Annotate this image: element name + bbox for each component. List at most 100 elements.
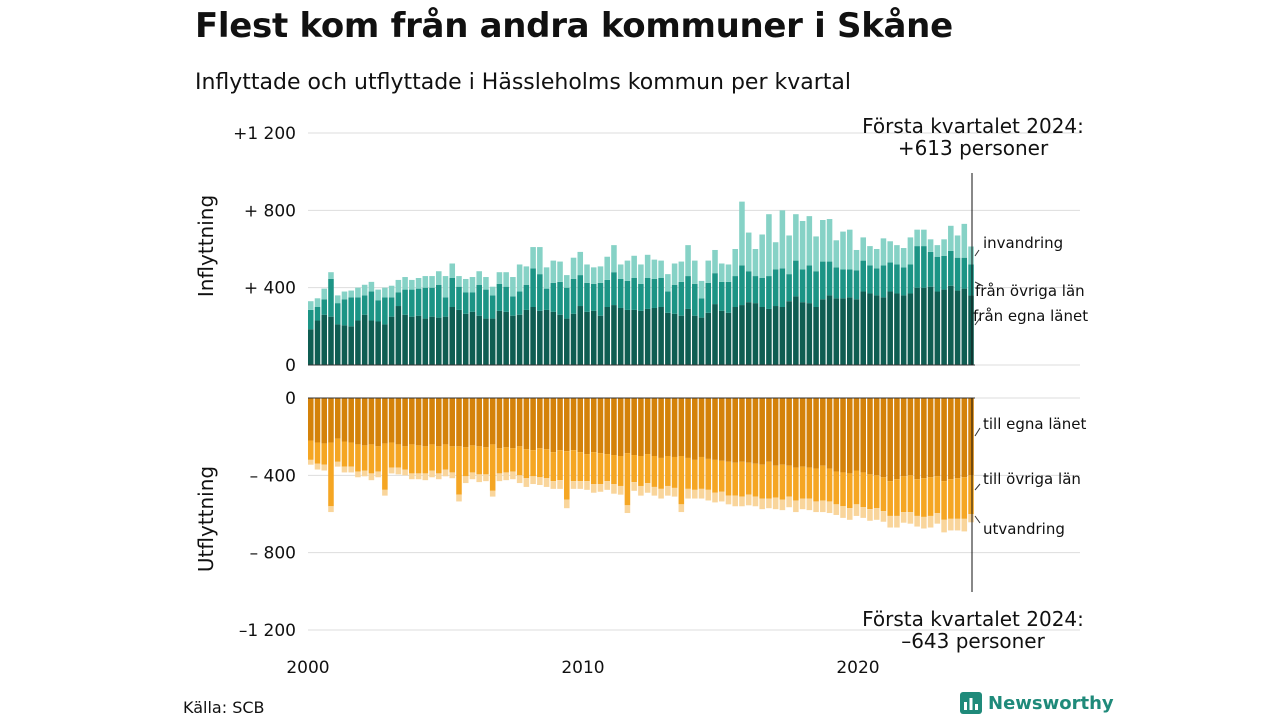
grid-lines — [308, 132, 1080, 631]
x-tick-label: 2010 — [561, 658, 604, 678]
bar-från-egna-länet — [611, 305, 617, 365]
bar-från-egna-länet — [564, 318, 570, 365]
bar-från-egna-länet — [308, 329, 314, 365]
bar-till-egna-länet — [739, 398, 745, 462]
series-label: invandring — [983, 234, 1063, 252]
bar-från-egna-länet — [820, 299, 826, 365]
bar-till-övriga-län — [927, 477, 934, 516]
bar-från-övriga-län — [530, 268, 536, 307]
bar-utvandring — [334, 461, 341, 467]
bar-till-övriga-län — [617, 456, 624, 486]
bar-från-egna-länet — [382, 324, 388, 365]
bar-till-övriga-län — [685, 457, 691, 489]
bar-utvandring — [833, 504, 840, 515]
bar-till-övriga-län — [348, 442, 354, 467]
bar-från-övriga-län — [456, 286, 462, 310]
bar-från-egna-länet — [678, 315, 685, 365]
bar-från-egna-länet — [712, 304, 718, 365]
bar-från-egna-länet — [873, 295, 880, 365]
bar-till-övriga-län — [308, 440, 314, 460]
y-tick-label: – 400 — [250, 466, 296, 486]
bar-utvandring — [382, 489, 388, 496]
bar-till-övriga-län — [712, 459, 718, 493]
bar-invandring — [772, 242, 779, 270]
bar-från-övriga-län — [328, 278, 334, 317]
bar-invandring — [503, 272, 509, 287]
bar-till-övriga-län — [341, 441, 348, 467]
bar-invandring — [766, 214, 772, 277]
bar-invandring — [382, 287, 388, 298]
bar-till-egna-länet — [887, 398, 893, 482]
bar-från-övriga-län — [516, 291, 523, 315]
bar-till-egna-länet — [793, 398, 799, 468]
bar-till-övriga-län — [826, 468, 833, 502]
bar-utvandring — [806, 498, 813, 511]
bar-från-egna-länet — [523, 309, 530, 365]
bar-från-övriga-län — [402, 289, 408, 315]
bar-till-övriga-län — [590, 452, 597, 485]
bar-från-övriga-län — [644, 278, 651, 309]
bar-till-egna-länet — [375, 398, 381, 447]
bar-invandring — [557, 261, 563, 282]
y-tick-label: +1 200 — [233, 124, 296, 144]
bar-från-egna-länet — [355, 320, 361, 365]
bar-utvandring — [914, 515, 920, 527]
bar-utvandring — [321, 464, 328, 471]
bar-från-övriga-län — [678, 281, 685, 316]
bar-utvandring — [328, 506, 334, 513]
bar-invandring — [308, 301, 314, 310]
bar-utvandring — [395, 467, 402, 475]
bar-från-egna-länet — [887, 291, 893, 365]
bar-invandring — [334, 295, 341, 304]
brand-name: Newsworthy — [988, 692, 1114, 714]
bar-till-egna-länet — [361, 398, 368, 446]
bar-till-egna-länet — [799, 398, 806, 467]
bar-från-övriga-län — [368, 291, 375, 321]
bar-till-egna-länet — [388, 398, 395, 443]
bar-från-övriga-län — [597, 282, 604, 316]
bar-invandring — [907, 237, 914, 265]
label-leader — [974, 317, 981, 326]
bar-invandring — [375, 289, 381, 301]
bar-till-egna-länet — [813, 398, 819, 469]
bar-från-egna-länet — [880, 297, 887, 365]
bar-från-egna-länet — [914, 287, 920, 365]
bar-utvandring — [725, 495, 732, 505]
bar-till-egna-länet — [334, 398, 341, 439]
bar-från-egna-länet — [759, 307, 765, 365]
bar-invandring — [900, 248, 907, 268]
bar-invandring — [961, 223, 968, 258]
brand-logo[interactable]: Newsworthy — [960, 692, 1114, 714]
bar-från-egna-länet — [799, 302, 806, 365]
bar-till-egna-länet — [530, 398, 536, 451]
bar-till-övriga-län — [334, 438, 341, 462]
bar-utvandring — [469, 472, 476, 480]
bar-till-egna-länet — [860, 398, 866, 473]
bar-invandring — [752, 249, 759, 277]
bar-till-övriga-län — [806, 467, 813, 499]
bar-från-övriga-län — [948, 250, 954, 286]
bar-till-övriga-län — [355, 444, 361, 472]
bar-från-övriga-län — [853, 270, 860, 300]
bar-invandring — [934, 245, 941, 257]
bar-från-övriga-län — [806, 265, 813, 304]
bar-invandring — [779, 210, 786, 269]
bar-från-övriga-län — [739, 265, 745, 306]
bar-från-övriga-län — [671, 284, 678, 314]
bar-från-övriga-län — [442, 297, 449, 317]
bar-utvandring — [961, 518, 968, 532]
bar-invandring — [638, 264, 644, 284]
bar-utvandring — [745, 494, 752, 506]
bar-från-egna-länet — [348, 326, 354, 365]
bar-invandring — [725, 264, 732, 282]
bar-från-egna-länet — [388, 316, 395, 365]
bar-utvandring — [638, 485, 644, 496]
bar-invandring — [968, 246, 974, 265]
bar-från-övriga-län — [941, 255, 947, 290]
bar-till-egna-länet — [867, 398, 873, 475]
bar-utvandring — [496, 473, 503, 482]
bar-från-egna-länet — [651, 307, 658, 365]
bar-till-övriga-län — [698, 456, 705, 489]
bar-från-egna-länet — [402, 314, 408, 365]
bar-invandring — [314, 298, 321, 307]
